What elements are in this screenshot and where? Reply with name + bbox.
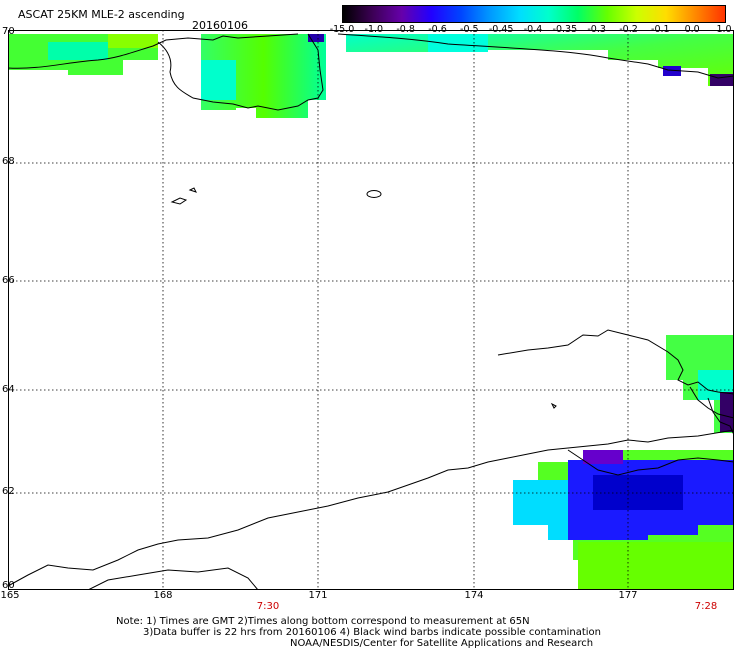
swath-top-left-cyan <box>48 42 108 60</box>
colorbar-gradient <box>343 6 725 22</box>
island-small-c <box>550 402 557 409</box>
graticule <box>8 30 734 590</box>
lat-label-60: 60 <box>2 580 15 591</box>
island-st-lawrence <box>366 190 382 198</box>
colorbar-label: -0.1 <box>651 24 670 35</box>
swath-top-right-purple <box>710 74 734 86</box>
lon-label-168: 168 <box>153 590 173 601</box>
island-small-a <box>170 197 188 205</box>
island-small-b <box>188 187 197 193</box>
coast-chukotka <box>8 33 299 69</box>
colorbar-label: -1.0 <box>364 24 384 35</box>
coast-chukotka-inner <box>157 33 324 111</box>
swath-top-right-cyan <box>428 34 488 52</box>
swath-lower-right-green <box>578 542 734 590</box>
lat-label-70: 70 <box>2 26 15 37</box>
colorbar-label: -0.8 <box>396 24 415 35</box>
note-line-1: Note: 1) Times are GMT 2)Times along bot… <box>116 616 530 627</box>
coast-norton <box>689 386 734 419</box>
coast-anadyr <box>567 449 734 476</box>
note-line-3: NOAA/NESDIS/Center for Satellite Applica… <box>290 638 594 649</box>
lat-label-66: 66 <box>2 275 15 286</box>
colorbar-label: -0.35 <box>552 24 578 35</box>
swath-lower-right-purple <box>583 450 623 464</box>
lat-label-68: 68 <box>2 156 15 167</box>
coast-seward <box>497 329 734 395</box>
swath-mid-right-purple <box>720 392 734 432</box>
swath-top-center-blue <box>308 34 324 42</box>
colorbar <box>342 5 726 23</box>
colorbar-label: -15.0 <box>329 24 355 35</box>
lat-label-64: 64 <box>2 384 15 395</box>
map-canvas <box>8 30 734 590</box>
colorbar-label: 0.0 <box>684 24 700 35</box>
swath-lower-right-core <box>593 475 683 510</box>
colorbar-fill <box>343 6 725 22</box>
coast-cape <box>87 567 259 590</box>
product-title: ASCAT 25KM MLE-2 ascending <box>18 8 185 21</box>
swath-top-right-dark <box>663 66 681 76</box>
colorbar-label: -0.5 <box>460 24 479 35</box>
note-line-2: 3)Data buffer is 22 hrs from 20160106 4)… <box>143 627 601 638</box>
swath-top-left-lime <box>108 34 158 48</box>
colorbar-label: -0.3 <box>587 24 606 35</box>
lon-label-171: 171 <box>308 590 328 601</box>
time-label-left: 7:30 <box>256 601 280 612</box>
colorbar-label: -0.6 <box>428 24 447 35</box>
map-frame <box>8 30 734 590</box>
coastlines <box>8 33 734 590</box>
colorbar-label: -0.2 <box>619 24 638 35</box>
colorbar-label: -0.45 <box>488 24 514 35</box>
lon-label-177: 177 <box>618 590 638 601</box>
product-date: 20160106 <box>192 19 248 32</box>
coast-alaska-north <box>337 33 734 79</box>
colorbar-label: 1.0 <box>716 24 732 35</box>
lon-label-165: 165 <box>0 590 20 601</box>
colorbar-label: -0.4 <box>523 24 543 35</box>
coast-yukon-delta <box>707 397 734 436</box>
swath-top-center-cyan <box>201 60 236 100</box>
lat-label-62: 62 <box>2 486 15 497</box>
swath-top-right <box>346 34 734 86</box>
coast-siberia-south <box>8 429 734 587</box>
lon-label-174: 174 <box>464 590 484 601</box>
wind-data-swaths <box>8 34 734 590</box>
time-label-right: 7:28 <box>694 601 718 612</box>
